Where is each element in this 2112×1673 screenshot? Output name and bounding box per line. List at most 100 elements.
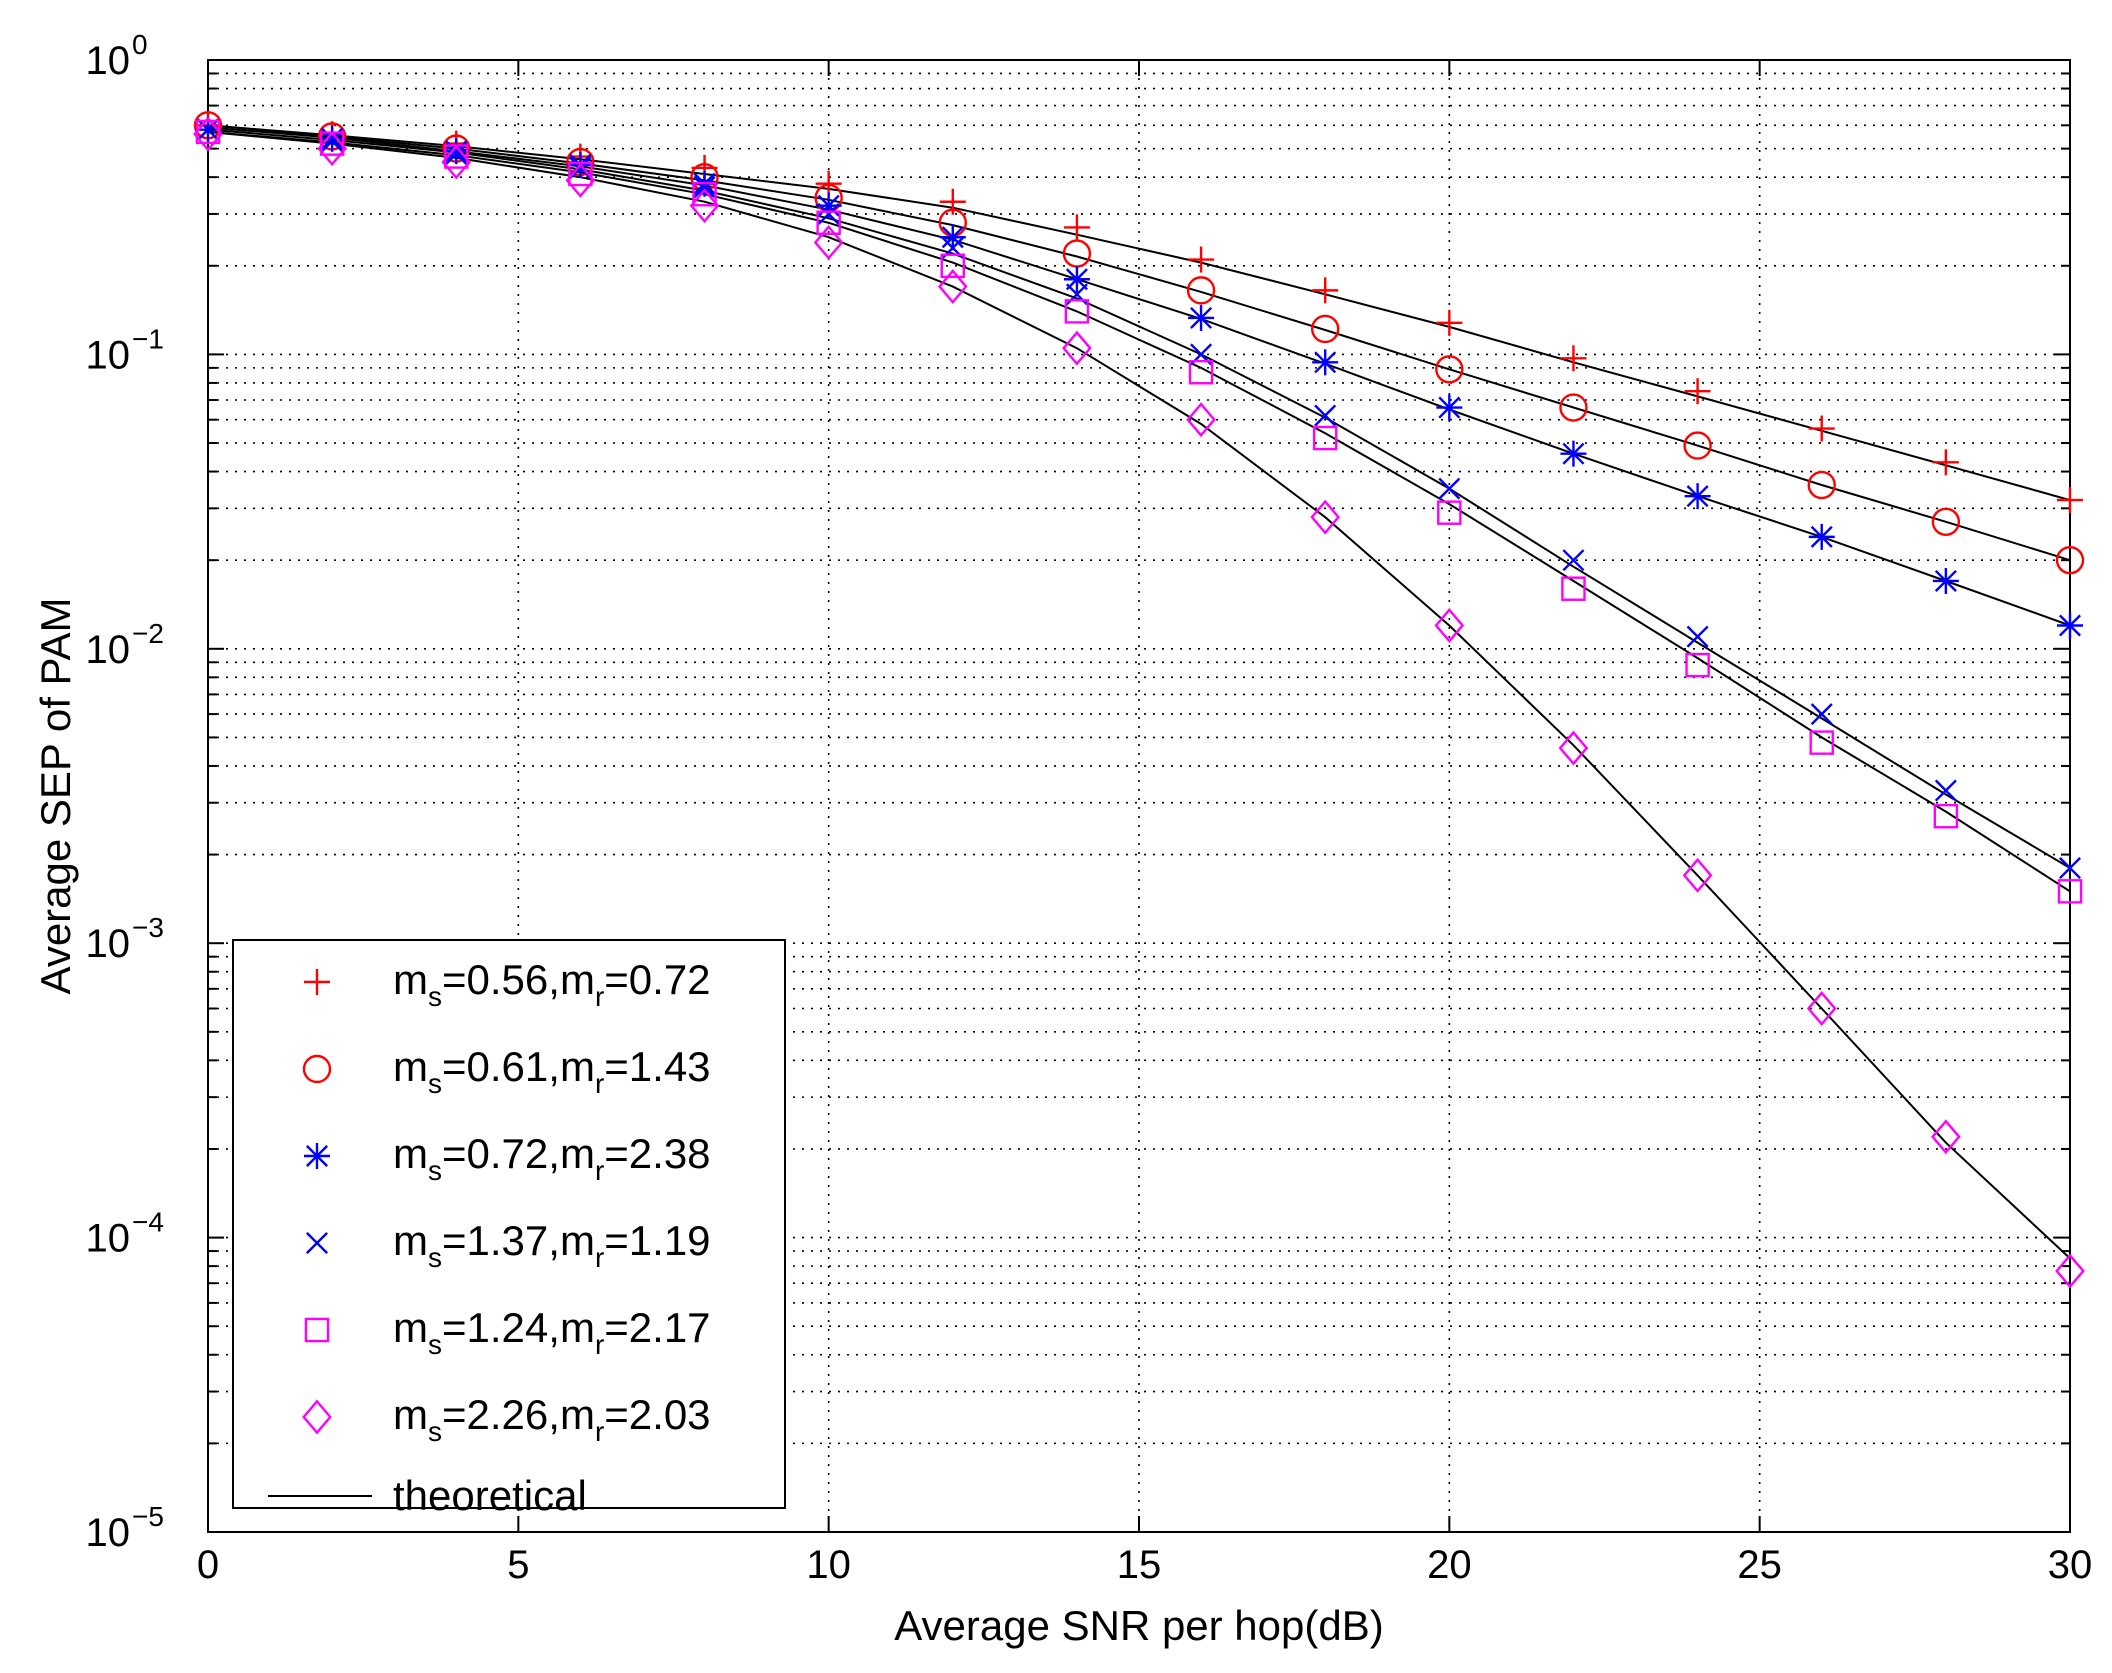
data-point bbox=[317, 131, 347, 167]
theory-line-4 bbox=[207, 128, 2071, 869]
data-point bbox=[937, 269, 968, 305]
data-point bbox=[1186, 402, 1216, 438]
y-tick-base: 10 bbox=[86, 628, 131, 672]
square-mark bbox=[304, 1317, 330, 1343]
data-point bbox=[1685, 652, 1710, 678]
data-point bbox=[569, 156, 592, 179]
data-point bbox=[443, 138, 470, 165]
x-axis-label: Average SNR per hop(dB) bbox=[894, 1602, 1383, 1649]
ast-b bbox=[306, 1145, 328, 1167]
legend-marker-5 bbox=[304, 1317, 330, 1343]
y-tick-exponent: −4 bbox=[132, 1207, 164, 1238]
ast-b bbox=[1562, 442, 1585, 465]
y-tick-base: 10 bbox=[86, 1511, 131, 1555]
data-point bbox=[940, 253, 966, 279]
axis-ticks bbox=[207, 60, 2071, 1533]
circle-mark bbox=[1186, 276, 1216, 305]
y-tick-base: 10 bbox=[86, 1217, 131, 1261]
data-point bbox=[1808, 415, 1835, 442]
diamond-mark bbox=[1186, 402, 1216, 438]
data-point bbox=[1188, 359, 1214, 385]
diamond-mark bbox=[2055, 1253, 2085, 1289]
legend-marker-4 bbox=[306, 1232, 328, 1254]
data-point bbox=[1806, 991, 1837, 1026]
x-b bbox=[1934, 779, 1957, 802]
diamond-mark bbox=[441, 144, 472, 180]
square-mark bbox=[1188, 359, 1214, 385]
data-point bbox=[2057, 612, 2083, 639]
sim-markers bbox=[193, 111, 2085, 1289]
circle-mark bbox=[302, 1054, 332, 1084]
data-point bbox=[1188, 304, 1215, 331]
x-tick-label: 0 bbox=[197, 1543, 219, 1587]
x-b bbox=[2059, 857, 2081, 880]
series-2-markers bbox=[193, 111, 2085, 575]
data-point bbox=[693, 176, 716, 199]
y-tick-label: 10 −3 bbox=[86, 912, 164, 966]
data-point bbox=[815, 170, 842, 197]
theory-line-2 bbox=[207, 124, 2071, 562]
ast-b bbox=[1190, 306, 1213, 329]
legend-label-6: ms=2.26,mr=2.03 bbox=[393, 1391, 711, 1447]
x-b bbox=[1314, 404, 1337, 427]
data-point bbox=[1435, 355, 1464, 384]
data-point bbox=[1310, 314, 1340, 344]
data-point bbox=[1063, 266, 1090, 293]
data-point bbox=[445, 142, 468, 165]
data-point bbox=[2057, 879, 2083, 904]
square-mark bbox=[1809, 730, 1834, 755]
x-tick-label: 20 bbox=[1427, 1543, 1472, 1587]
data-point bbox=[1560, 440, 1587, 467]
data-point bbox=[1684, 483, 1711, 510]
circle-mark bbox=[1559, 393, 1588, 422]
y-tick-base: 10 bbox=[86, 39, 131, 83]
data-point bbox=[1436, 309, 1463, 336]
circle-mark bbox=[1435, 355, 1464, 384]
x-b bbox=[693, 176, 716, 199]
series-6-markers bbox=[193, 116, 2085, 1289]
data-point bbox=[1312, 277, 1339, 304]
diamond-mark bbox=[1558, 730, 1589, 766]
theory-line-3 bbox=[207, 126, 2071, 627]
y-tick-exponent: −2 bbox=[132, 618, 164, 649]
data-point bbox=[1310, 499, 1341, 535]
legend-label-theoretical: theoretical bbox=[393, 1472, 587, 1519]
x-b bbox=[306, 1232, 328, 1254]
legend-marker-6 bbox=[302, 1399, 332, 1435]
x-tick-label: 25 bbox=[1737, 1543, 1782, 1587]
y-tick-label: 10 −4 bbox=[86, 1207, 164, 1261]
square-mark bbox=[692, 181, 717, 207]
data-point bbox=[1312, 425, 1338, 451]
data-point bbox=[816, 210, 841, 236]
data-point bbox=[1810, 703, 1833, 726]
data-point bbox=[1562, 549, 1585, 572]
data-point bbox=[1809, 730, 1834, 755]
y-axis-label: Average SEP of PAM bbox=[32, 598, 79, 995]
ast-b bbox=[2059, 614, 2081, 637]
data-point bbox=[1934, 779, 1957, 802]
y-tick-exponent: −1 bbox=[132, 323, 164, 354]
data-point bbox=[1186, 276, 1216, 305]
diamond-mark bbox=[1682, 857, 1713, 893]
data-point bbox=[1807, 470, 1836, 500]
legend-marker-1 bbox=[304, 969, 330, 995]
data-point bbox=[1436, 394, 1463, 421]
square-mark bbox=[1561, 576, 1586, 601]
x-b bbox=[1686, 625, 1709, 648]
data-point bbox=[1932, 449, 1959, 476]
data-point bbox=[813, 225, 844, 260]
data-point bbox=[1062, 330, 1092, 366]
diamond-mark bbox=[1806, 991, 1837, 1026]
data-point bbox=[2055, 1253, 2085, 1289]
diamond-mark bbox=[1062, 330, 1092, 366]
diamond-mark bbox=[937, 269, 968, 305]
legend-label-4: ms=1.37,mr=1.19 bbox=[393, 1217, 711, 1273]
legend-marker-2 bbox=[302, 1054, 332, 1084]
data-point bbox=[1314, 404, 1337, 427]
legend-label-3: ms=0.72,mr=2.38 bbox=[393, 1130, 711, 1186]
circle-mark bbox=[1931, 507, 1961, 537]
ast-b bbox=[1934, 569, 1957, 592]
data-point bbox=[1063, 214, 1090, 241]
data-point bbox=[817, 202, 840, 225]
